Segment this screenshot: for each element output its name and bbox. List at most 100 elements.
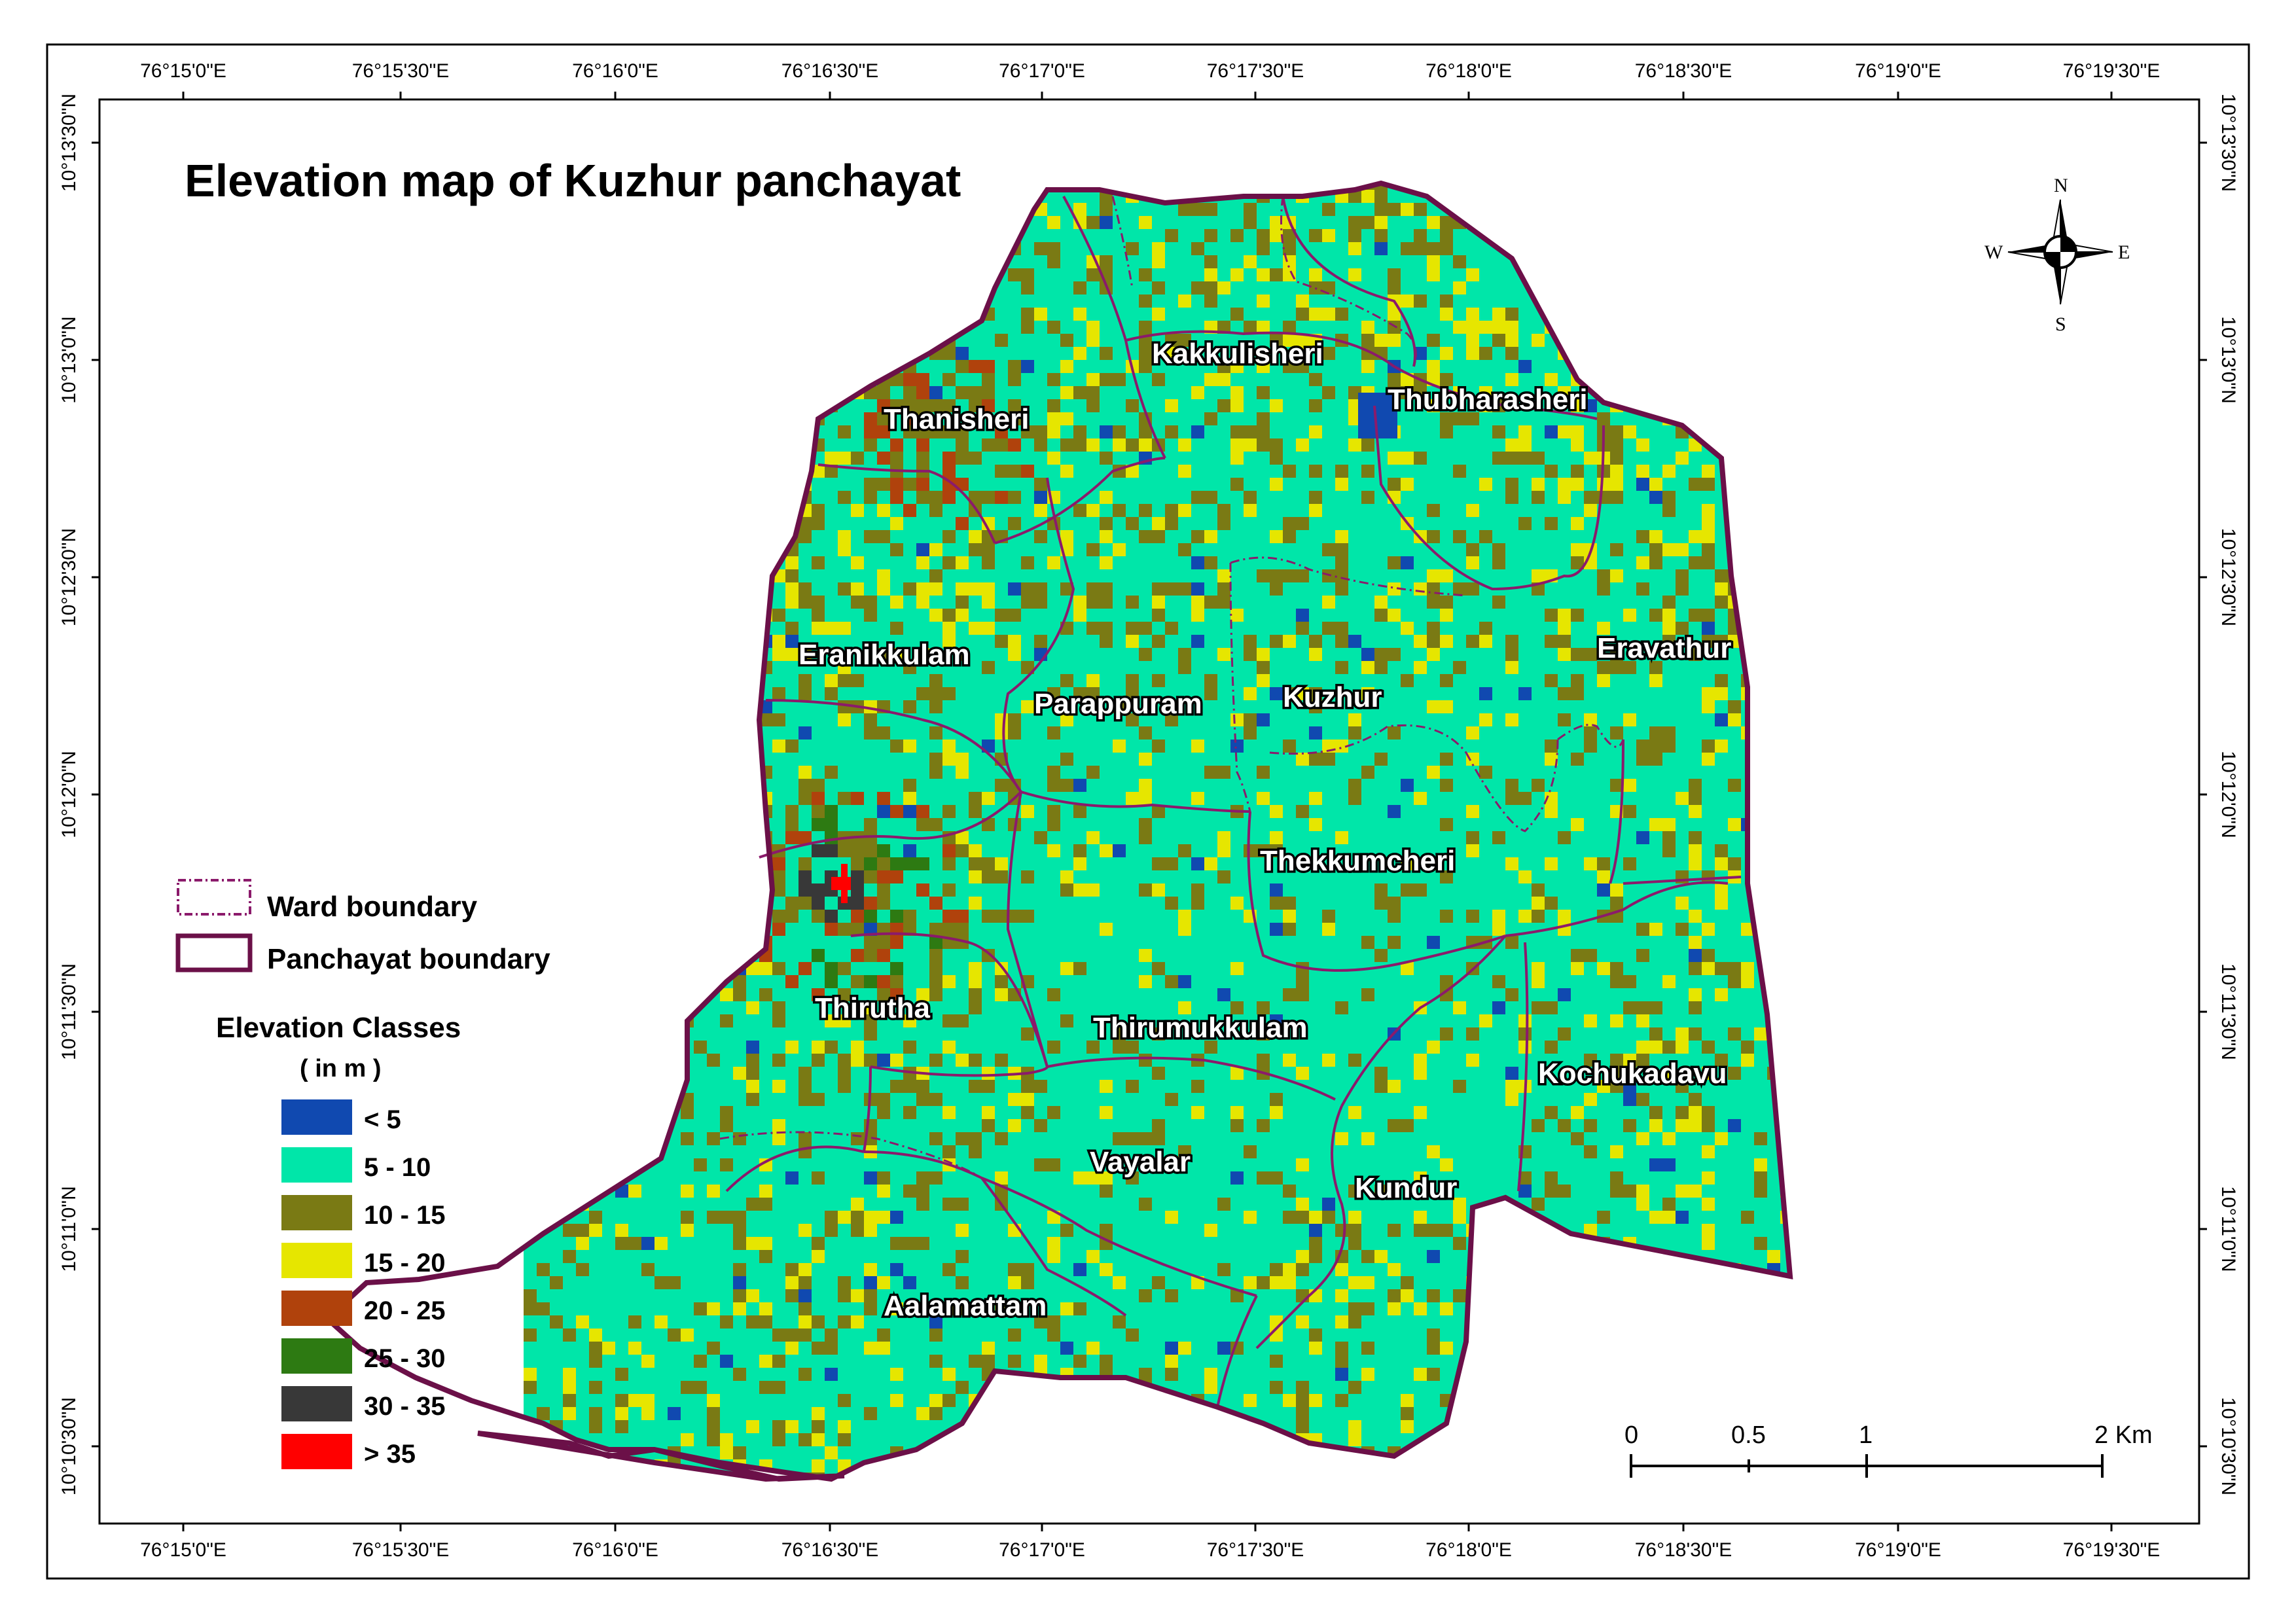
- ward-boundary-line: [1047, 1056, 1336, 1101]
- ward-label-parappuram: Parappuram: [1034, 688, 1202, 720]
- ward-boundaries-dashed: [719, 196, 1624, 1179]
- ward-label-thekkumcheri: Thekkumcheri: [1260, 845, 1455, 877]
- elevation-raster: [524, 183, 1790, 1479]
- ward-boundary-dashed: [1465, 739, 1559, 832]
- legend-class-label: 5 - 10: [364, 1153, 431, 1182]
- lat-tick-label-left: 10°10'30"N: [58, 1397, 80, 1495]
- ward-boundary-dashed: [1269, 724, 1467, 755]
- legend-class-label: 25 - 30: [364, 1344, 446, 1373]
- legend-panchayat-label: Panchayat boundary: [267, 943, 550, 975]
- lat-tick-label-left: 10°12'0"N: [58, 751, 80, 838]
- lon-tick-label-bottom: 76°18'30"E: [1635, 1539, 1732, 1561]
- ward-boundary-line: [980, 1177, 1127, 1317]
- ward-boundary-line: [817, 463, 996, 544]
- scale-bar: 0 0.5 1 2 Km: [1624, 1421, 2153, 1478]
- ward-label-thirumukkulam: Thirumukkulam: [1093, 1012, 1308, 1044]
- ward-label-eranikkulam: Eranikkulam: [798, 639, 970, 671]
- ward-boundary-dashed: [1229, 562, 1251, 812]
- ward-boundary-line: [994, 457, 1166, 544]
- ward-boundary-line: [725, 1145, 865, 1192]
- legend-swatch: [281, 1291, 352, 1326]
- ward-label-kakkulisheri: Kakkulisheri: [1152, 338, 1323, 370]
- ward-label-vayalar: Vayalar: [1090, 1146, 1191, 1178]
- ward-boundary-line: [1002, 477, 1075, 793]
- ward-boundary-dashed: [1557, 724, 1624, 748]
- lat-tick-label-left: 10°12'30"N: [58, 528, 80, 626]
- top-longitude-ticks: 76°15'0"E 76°15'30"E 76°16'0"E 76°16'30"E 76…: [140, 60, 2160, 99]
- ward-boundary-line: [1125, 330, 1395, 368]
- legend-class-label: 10 - 15: [364, 1201, 446, 1230]
- ward-boundary-dashed: [719, 1131, 982, 1179]
- legend-swatch: [281, 1243, 352, 1278]
- ward-boundary-line: [1020, 791, 1251, 813]
- legend: Ward boundary Panchayat boundary Elevati…: [175, 879, 550, 1469]
- lon-tick-label-bottom: 76°19'30"E: [2063, 1539, 2161, 1561]
- scale-label-0-5: 0.5: [1731, 1421, 1766, 1449]
- lat-tick-label-left: 10°11'0"N: [58, 1186, 80, 1272]
- lon-tick-label-bottom: 76°16'30"E: [781, 1539, 879, 1561]
- ward-label-aalamattam: Aalamattam: [884, 1290, 1047, 1322]
- ward-label-thubharasheri: Thubharasheri: [1388, 383, 1588, 416]
- ward-label-kundur: Kundur: [1355, 1172, 1457, 1204]
- compass-e: E: [2118, 241, 2130, 263]
- ward-boundary-line: [1373, 405, 1605, 591]
- legend-swatch: [281, 1147, 352, 1183]
- lon-tick-label-top: 76°16'30"E: [781, 60, 879, 82]
- ward-boundary-dashed: [1111, 196, 1134, 289]
- ward-boundary-line: [863, 1150, 1257, 1297]
- legend-panchayat-swatch: [175, 933, 253, 972]
- lon-tick-label-top: 76°19'0"E: [1855, 60, 1941, 82]
- ward-boundary-line: [1340, 935, 1507, 1107]
- ward-label-kuzhur: Kuzhur: [1283, 681, 1382, 713]
- legend-class-label: < 5: [364, 1105, 401, 1134]
- ward-boundary-line: [1255, 1105, 1346, 1349]
- lon-tick-label-bottom: 76°15'0"E: [140, 1539, 226, 1561]
- lat-tick-label-left: 10°11'30"N: [58, 963, 80, 1060]
- compass-s: S: [2055, 313, 2066, 335]
- lon-tick-label-bottom: 76°18'0"E: [1426, 1539, 1512, 1561]
- ward-label-eravathur: Eravathur: [1597, 632, 1731, 664]
- lat-tick-label-right: 10°13'0"N: [2217, 316, 2239, 403]
- ward-boundary-line: [1623, 876, 1742, 885]
- legend-ward-label: Ward boundary: [267, 891, 478, 923]
- lat-tick-label-right: 10°10'30"N: [2217, 1397, 2239, 1495]
- legend-class-label: > 35: [364, 1440, 416, 1469]
- lon-tick-label-bottom: 76°19'0"E: [1855, 1539, 1941, 1561]
- legend-classes-title: Elevation Classes: [216, 1012, 461, 1044]
- ward-label-thanisheri: Thanisheri: [884, 403, 1030, 435]
- ward-boundary-line: [1609, 739, 1624, 884]
- ward-boundaries: [725, 196, 1742, 1408]
- lon-tick-label-top: 76°19'30"E: [2063, 60, 2161, 82]
- legend-class-label: 20 - 25: [364, 1296, 446, 1325]
- map-title: Elevation map of Kuzhur panchayat: [185, 155, 961, 206]
- lon-tick-label-bottom: 76°16'0"E: [572, 1539, 658, 1561]
- ward-boundary-line: [759, 791, 1022, 859]
- lon-tick-label-top: 76°15'30"E: [352, 60, 450, 82]
- scale-label-2km: 2 Km: [2094, 1421, 2153, 1449]
- lon-tick-label-top: 76°18'30"E: [1635, 60, 1732, 82]
- lon-tick-label-top: 76°17'0"E: [999, 60, 1085, 82]
- lon-tick-label-bottom: 76°17'30"E: [1207, 1539, 1304, 1561]
- left-latitude-ticks: 10°13'30"N 10°13'0"N 10°12'30"N 10°12'0"N 10…: [58, 94, 99, 1495]
- ward-boundary-line: [1216, 1295, 1258, 1408]
- ward-boundary-line: [765, 699, 1022, 793]
- lon-tick-label-top: 76°17'30"E: [1207, 60, 1304, 82]
- ward-boundary-line: [1062, 196, 1166, 459]
- lat-tick-label-right: 10°12'0"N: [2217, 751, 2239, 838]
- ward-label-thirutha: Thirutha: [815, 992, 931, 1024]
- lat-tick-label-right: 10°13'30"N: [2217, 94, 2239, 192]
- ward-boundary-line: [850, 932, 1049, 1067]
- scale-label-0: 0: [1624, 1421, 1638, 1449]
- ward-boundary-line: [1505, 881, 1729, 937]
- north-arrow: N S E W: [1984, 175, 2130, 335]
- lon-tick-label-bottom: 76°17'0"E: [999, 1539, 1085, 1561]
- map-frame: [98, 98, 2200, 1525]
- legend-class-label: 15 - 20: [364, 1249, 446, 1277]
- ward-boundary-dashed: [1280, 196, 1417, 367]
- lon-tick-label-bottom: 76°15'30"E: [352, 1539, 450, 1561]
- legend-swatch: [281, 1434, 352, 1469]
- lat-tick-label-left: 10°13'0"N: [58, 316, 80, 403]
- lat-tick-label-right: 10°11'30"N: [2217, 963, 2239, 1060]
